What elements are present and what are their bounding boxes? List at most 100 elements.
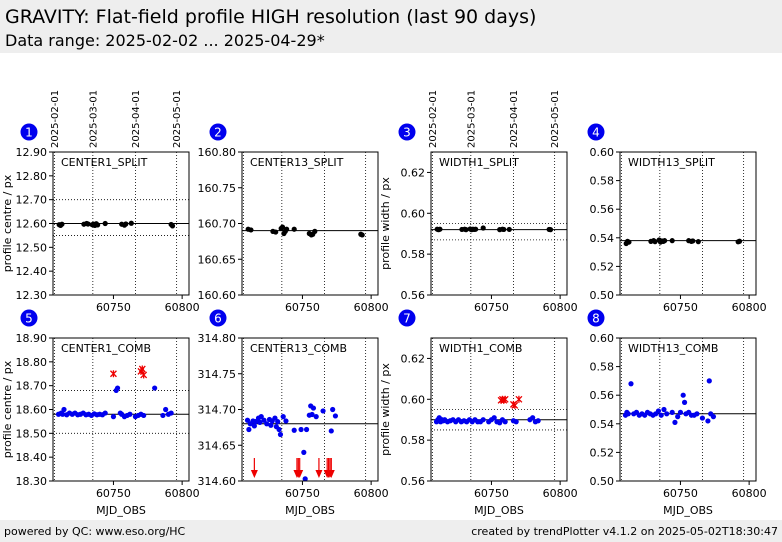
date-tick-label: 2025-02-01 [428,90,439,148]
outlier-point [140,371,148,379]
data-point [272,415,278,421]
data-point [736,238,743,244]
data-point [123,221,129,227]
data-point [669,238,675,244]
y-tick-label: 0.56 [401,475,426,488]
y-tick-label: 12.60 [16,218,48,231]
data-point [506,226,512,233]
out-of-range-arrow [327,458,335,478]
chart-panel-7: 0.56 0.58 0.60 0.62 60750 60800 WIDTH1_COMB MJD… [379,309,578,517]
data-point [328,428,334,434]
chart-panel-3: 0.56 0.58 0.60 0.62 60750 60800 WIDTH1_SPLITpr… [379,123,578,314]
footer-created: created by trendPlotter v4.1.2 on 2025-0… [471,525,778,538]
y-tick-label: 0.58 [401,434,426,447]
panel-badge [587,123,605,141]
data-point [661,406,667,413]
x-tick-label: 60750 [474,487,509,500]
x-tick-label: 60750 [96,301,131,314]
y-tick-label: 0.54 [590,418,615,431]
data-point [160,412,166,419]
y-tick-label: 0.58 [401,248,426,261]
data-point [695,239,701,245]
y-tick-label: 314.75 [198,368,237,381]
panel-label: WIDTH1_SPLIT [439,156,519,169]
header-bar: GRAVITY: Flat-field profile HIGH resolut… [0,0,782,53]
y-axis-label: profile centre / px [1,174,14,272]
panel-badge [20,309,38,327]
plot-frame [430,151,568,296]
data-point [706,378,712,384]
data-point [114,385,121,391]
date-tick-label: 2025-05-01 [172,90,183,148]
y-tick-label: 12.80 [16,170,48,183]
date-tick-label: 2025-04-01 [509,90,520,148]
outlier-point [109,370,117,378]
y-tick-label: 0.60 [401,207,426,220]
data-point [625,411,631,417]
data-point [652,239,658,245]
y-tick-label: 0.58 [590,175,615,188]
panel-number: 5 [25,312,33,326]
panel-number: 3 [403,126,411,140]
data-point [283,418,289,424]
data-point [513,419,519,425]
y-axis-label: profile width / px [379,363,392,456]
data-point [332,413,339,419]
outlier-point [501,395,509,403]
data-point [502,419,508,425]
data-point [309,411,315,418]
data-point [677,409,684,415]
panel-number: 4 [592,126,600,140]
x-tick-label: 60750 [285,301,320,314]
panel-label: WIDTH1_COMB [439,342,522,355]
data-point [675,414,681,420]
x-axis-label: MJD_OBS [285,504,335,517]
chart-panel-5: 18.30 18.40 18.50 18.60 18.70 18.80 18.90 60750… [1,309,200,517]
x-tick-label: 60750 [663,301,698,314]
x-tick-label: 60800 [543,301,578,314]
data-point [61,406,67,413]
data-point [681,399,688,405]
chart-panel-6: 314.60 314.65 314.70 314.75 314.80 60750 60800… [198,309,389,517]
data-point [662,238,668,244]
data-point [690,238,696,244]
y-tick-label: 0.60 [590,332,615,345]
y-tick-label: 18.50 [16,427,48,440]
data-point [303,426,310,433]
data-point [244,417,251,423]
data-point [710,414,717,420]
y-tick-label: 0.56 [401,289,426,302]
y-tick-label: 160.60 [198,289,237,302]
data-point [694,411,700,417]
data-point [273,229,279,235]
x-tick-label: 60800 [354,487,389,500]
data-point [301,449,307,455]
x-axis-label: MJD_OBS [96,504,146,517]
arrow-head [250,470,258,478]
panel-badge [209,309,227,327]
y-tick-label: 160.70 [198,218,237,231]
outlier-point [515,395,523,403]
x-axis-label: MJD_OBS [663,504,713,517]
y-tick-label: 0.56 [590,203,615,216]
data-point [547,227,554,233]
chart-panel-4: 0.50 0.52 0.54 0.56 0.58 0.60 60750 60800 WIDTH1… [587,123,767,314]
panel-label: CENTER13_SPLIT [250,156,344,169]
plot-frame [241,337,379,482]
panel-label: CENTER13_COMB [250,342,347,355]
y-tick-label: 314.80 [198,332,237,345]
outlier-point [138,365,146,373]
panel-number: 2 [214,126,222,140]
panel-badge [398,123,416,141]
date-tick-label: 2025-04-01 [131,90,142,148]
y-tick-label: 18.80 [16,356,48,369]
x-tick-label: 60750 [285,487,320,500]
data-point [168,410,174,416]
data-point [330,406,336,413]
data-point [141,412,147,419]
panel-number: 6 [214,312,222,326]
y-tick-label: 0.60 [590,146,615,159]
y-tick-label: 0.54 [590,232,615,245]
out-of-range-arrow [296,458,304,478]
panel-badge [398,309,416,327]
